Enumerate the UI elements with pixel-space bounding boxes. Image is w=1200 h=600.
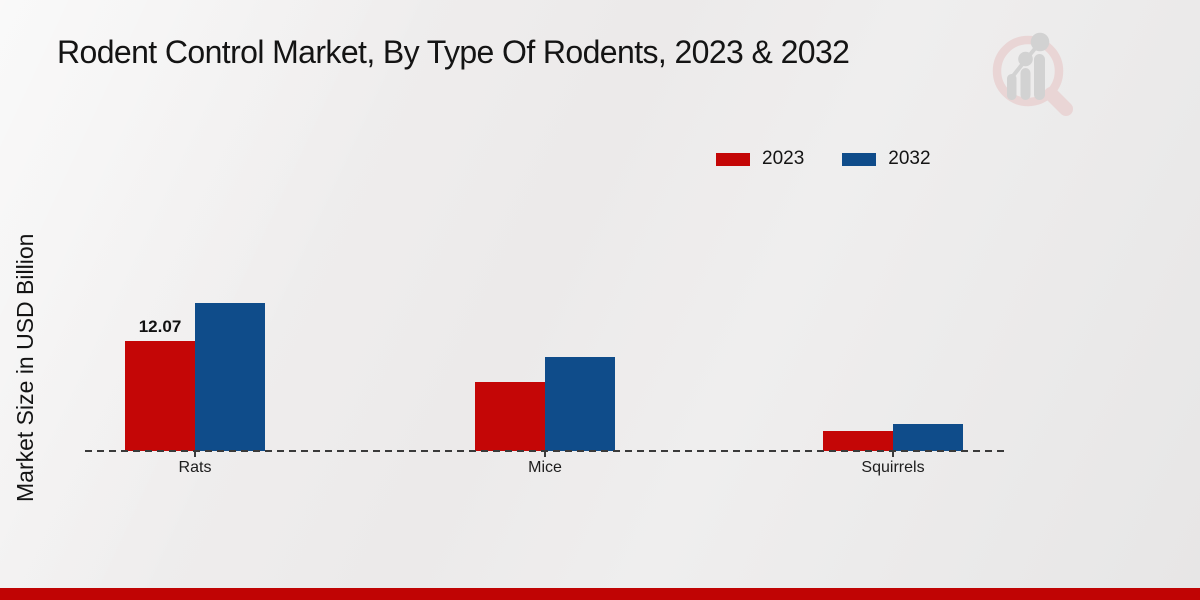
x-tick-rats	[194, 451, 196, 457]
legend-swatch-2032	[842, 152, 877, 166]
logo-dot-icon	[1018, 51, 1033, 67]
magnifier-handle-icon	[1044, 87, 1073, 116]
logo-bar-icon	[1020, 68, 1031, 100]
y-axis-label: Market Size in USD Billion	[12, 233, 38, 502]
logo-bar-icon	[1007, 74, 1017, 100]
logo-bar-icon	[1034, 54, 1045, 100]
magnifier-ring-icon	[992, 35, 1064, 107]
legend-label-2023: 2023	[762, 148, 805, 169]
logo-dot-icon	[1030, 32, 1050, 52]
x-tick-mice	[544, 451, 546, 457]
legend: 2023 2032	[716, 148, 931, 170]
bar-squirrels-2032	[893, 424, 963, 451]
brand-logo-watermark	[992, 32, 1073, 116]
chart-title: Rodent Control Market, By Type Of Rodent…	[57, 34, 850, 70]
x-label-rats: Rats	[178, 459, 212, 476]
x-tick-squirrels	[892, 451, 894, 457]
legend-swatch-2023	[716, 152, 750, 166]
bar-rats-2032	[195, 303, 265, 451]
bar-squirrels-2023	[823, 431, 893, 451]
x-label-squirrels: Squirrels	[861, 459, 925, 476]
bar-mice-2023	[475, 382, 545, 451]
x-axis-baseline	[85, 450, 1005, 452]
legend-item-2032: 2032	[842, 148, 931, 170]
bar-mice-2032	[545, 357, 615, 451]
plot-area: 12.07 Rats Mice Squirrels	[85, 195, 1005, 476]
footer-red-bar	[0, 588, 1200, 600]
bar-rats-2023	[125, 341, 195, 451]
x-label-mice: Mice	[528, 459, 562, 476]
bar-value-label-rats-2023: 12.07	[138, 317, 182, 336]
legend-item-2023: 2023	[716, 148, 804, 170]
legend-label-2032: 2032	[888, 148, 931, 169]
